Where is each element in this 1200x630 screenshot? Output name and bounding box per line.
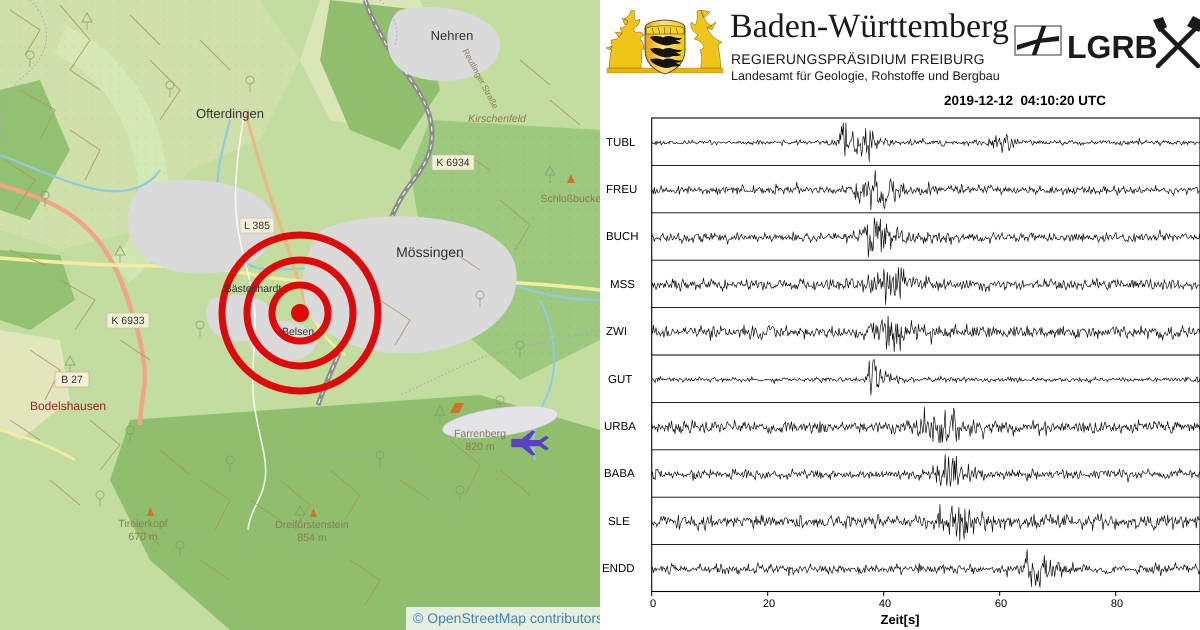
svg-text:20: 20	[763, 598, 775, 610]
svg-text:670 m: 670 m	[128, 531, 157, 543]
svg-text:Kirschenfeld: Kirschenfeld	[468, 113, 527, 125]
svg-text:Tirolerkopf: Tirolerkopf	[118, 518, 167, 530]
svg-text:L 385: L 385	[244, 220, 270, 232]
svg-text:LGRB: LGRB	[1067, 29, 1158, 65]
svg-text:B 27: B 27	[61, 374, 83, 386]
svg-text:Bodelshausen: Bodelshausen	[30, 399, 106, 413]
svg-text:© OpenStreetMap contributors: © OpenStreetMap contributors	[413, 610, 600, 626]
svg-text:Mössingen: Mössingen	[396, 244, 464, 260]
svg-text:Nehren: Nehren	[431, 28, 474, 43]
svg-text:0: 0	[650, 598, 656, 610]
svg-text:Bästenhardt: Bästenhardt	[225, 283, 282, 295]
svg-text:820 m: 820 m	[465, 441, 494, 453]
svg-text:Belsen: Belsen	[282, 326, 314, 338]
svg-text:Dreifürstenstein: Dreifürstenstein	[275, 519, 349, 531]
svg-text:854 m: 854 m	[297, 532, 326, 544]
svg-text:Zeit[s]: Zeit[s]	[881, 612, 920, 627]
svg-text:K 6934: K 6934	[436, 157, 469, 169]
svg-text:Schloßbuckel: Schloßbuckel	[540, 193, 600, 205]
svg-text:40: 40	[879, 598, 891, 610]
svg-text:60: 60	[995, 598, 1007, 610]
svg-text:Ofterdingen: Ofterdingen	[196, 106, 264, 121]
svg-text:Farrenberg: Farrenberg	[454, 428, 506, 440]
svg-text:K 6933: K 6933	[111, 315, 144, 327]
svg-text:80: 80	[1111, 598, 1123, 610]
